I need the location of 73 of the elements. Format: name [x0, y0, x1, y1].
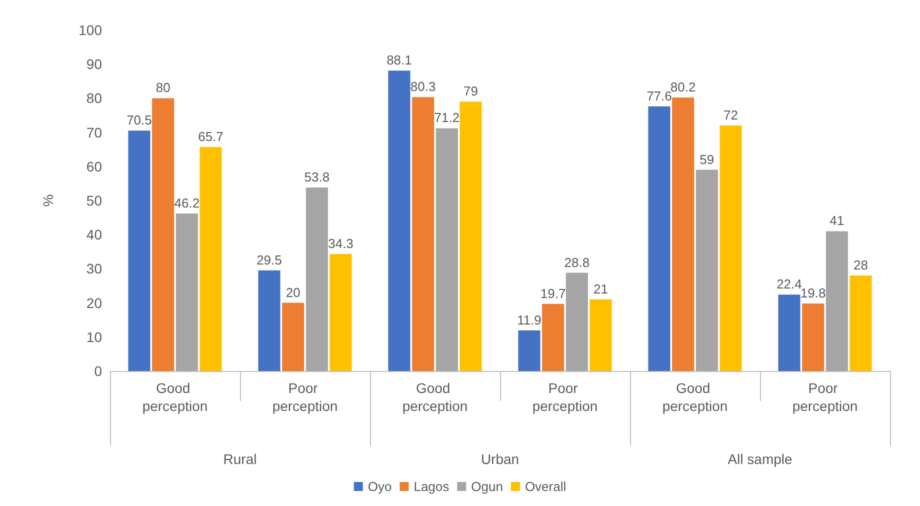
- bar: [200, 146, 222, 371]
- y-tick-label: 50: [86, 192, 102, 208]
- data-label: 59: [700, 152, 714, 167]
- y-tick-label: 30: [86, 260, 102, 277]
- data-label: 21: [594, 281, 608, 296]
- bar: [128, 130, 150, 371]
- data-label: 34.3: [328, 236, 354, 252]
- y-tick-label: 10: [86, 328, 102, 345]
- data-label: 19.7: [540, 286, 566, 301]
- text: Urban: [480, 451, 520, 467]
- data-label: 65.7: [198, 128, 224, 144]
- data-label: 46.2: [174, 195, 200, 210]
- bar: [330, 254, 352, 371]
- bar: [672, 98, 694, 371]
- bar: [850, 276, 872, 371]
- bar: [306, 188, 328, 371]
- bar: [152, 98, 174, 371]
- y-tick-label: 80: [86, 90, 102, 106]
- bar: [518, 330, 540, 371]
- data-label: 71.2: [434, 110, 460, 126]
- x-tick-label: Poor perception: [532, 380, 598, 414]
- bar: [176, 213, 198, 371]
- data-label: 22.4: [776, 276, 802, 292]
- bar: [542, 304, 564, 371]
- text: All sample: [728, 451, 792, 467]
- text: Rural: [223, 451, 257, 467]
- data-label: 79: [464, 84, 478, 99]
- y-tick-label: 90: [86, 56, 102, 72]
- bar: [696, 170, 718, 371]
- y-tick-label: 40: [86, 226, 102, 243]
- data-label: 19.8: [800, 285, 826, 300]
- y-tick-label: 70: [86, 124, 102, 140]
- bar: [282, 302, 304, 371]
- bar: [720, 125, 742, 371]
- bar: [436, 128, 458, 371]
- bar: [412, 97, 434, 371]
- x-tick-label: Poor perception: [272, 380, 338, 414]
- y-tick-label: 20: [86, 294, 102, 311]
- y-axis-title: %: [40, 194, 56, 207]
- data-label: 80.3: [410, 79, 436, 94]
- legend-label: Overall: [524, 479, 566, 494]
- y-tick-label: 0: [94, 363, 102, 379]
- data-label: 72: [724, 107, 738, 122]
- bar: [590, 299, 612, 371]
- data-label: 70.5: [126, 112, 152, 128]
- data-label: 77.6: [646, 88, 672, 104]
- bar: [778, 294, 800, 371]
- bar: [460, 102, 482, 371]
- data-label: 80: [156, 80, 170, 96]
- data-label: 88.1: [386, 52, 412, 68]
- bar: [258, 270, 280, 371]
- data-label: 41: [830, 213, 844, 228]
- bar: [802, 303, 824, 371]
- data-label: 28: [854, 258, 868, 273]
- x-tick-label: Good perception: [402, 380, 468, 414]
- legend-label: Ogun: [471, 479, 503, 494]
- bar: [648, 106, 670, 371]
- bar: [826, 231, 848, 371]
- x-tick-label: Poor perception: [792, 380, 858, 414]
- x-tick-label: Good perception: [142, 380, 208, 414]
- y-tick-label: 100: [78, 22, 102, 38]
- data-label: 53.8: [304, 170, 330, 185]
- x-tick-label: Good perception: [662, 380, 728, 414]
- y-tick-label: 60: [86, 158, 102, 174]
- data-label: 29.5: [256, 252, 282, 268]
- legend-label: Oyo: [368, 479, 392, 494]
- bar: [388, 70, 410, 371]
- bar: [566, 272, 588, 371]
- data-label: 11.9: [517, 312, 542, 328]
- data-label: 28.8: [564, 254, 590, 270]
- data-label: 20: [286, 284, 300, 300]
- data-label: 80.2: [670, 80, 696, 95]
- legend-label: Lagos: [414, 479, 450, 494]
